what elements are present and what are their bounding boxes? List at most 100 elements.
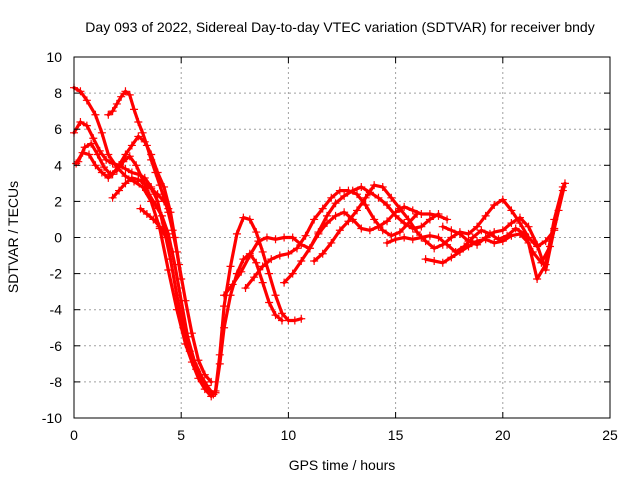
data-point-marker	[168, 247, 177, 256]
data-point-marker	[395, 228, 404, 237]
data-point-marker	[275, 251, 284, 260]
series-line	[76, 142, 215, 397]
data-point-marker	[258, 262, 267, 271]
data-point-marker	[112, 99, 121, 108]
data-point-marker	[383, 201, 392, 210]
data-point-marker	[550, 224, 559, 233]
data-point-marker	[297, 256, 306, 265]
data-point-marker	[200, 370, 209, 379]
data-point-marker	[85, 150, 94, 159]
data-point-marker	[82, 96, 91, 105]
data-point-marker	[490, 228, 499, 237]
data-point-marker	[250, 273, 259, 282]
data-point-marker	[271, 291, 280, 300]
data-point-marker	[408, 235, 417, 244]
data-point-marker	[387, 231, 396, 240]
x-tick-label: 15	[388, 427, 404, 443]
data-point-marker	[277, 316, 286, 325]
data-point-marker	[365, 226, 374, 235]
data-point-marker	[353, 190, 362, 199]
grid-lines	[74, 57, 610, 418]
y-tick-label: -8	[50, 374, 63, 390]
data-point-marker	[290, 316, 299, 325]
data-point-marker	[226, 262, 235, 271]
y-tick-label: 0	[54, 230, 62, 246]
data-point-marker	[327, 238, 336, 247]
x-tick-label: 5	[177, 427, 185, 443]
data-point-marker	[524, 238, 533, 247]
data-point-marker	[288, 233, 297, 242]
series-line	[72, 120, 284, 395]
data-point-marker	[155, 181, 164, 190]
series-track-1	[70, 83, 306, 401]
data-point-marker	[136, 204, 145, 213]
data-point-marker	[151, 201, 160, 210]
data-point-marker	[93, 150, 102, 159]
data-point-marker	[181, 296, 190, 305]
data-point-marker	[149, 215, 158, 224]
data-point-marker	[89, 134, 98, 143]
data-point-marker	[155, 222, 164, 231]
data-point-marker	[271, 311, 280, 320]
data-point-marker	[314, 228, 323, 237]
data-point-marker	[220, 323, 229, 332]
data-point-marker	[374, 193, 383, 202]
series-track-4	[72, 132, 216, 386]
data-point-marker	[430, 244, 439, 253]
data-point-marker	[310, 215, 319, 224]
data-point-marker	[511, 224, 520, 233]
data-point-marker	[434, 210, 443, 219]
data-point-marker	[237, 267, 246, 276]
data-point-marker	[481, 211, 490, 220]
y-axis-label: SDTVAR / TECUs	[5, 181, 21, 293]
data-point-marker	[78, 148, 87, 157]
y-tick-label: 10	[46, 49, 62, 65]
data-point-marker	[147, 184, 156, 193]
data-point-marker	[378, 226, 387, 235]
data-point-marker	[87, 139, 96, 148]
data-point-marker	[335, 226, 344, 235]
data-point-marker	[515, 213, 524, 222]
data-point-marker	[215, 359, 224, 368]
data-point-marker	[277, 309, 286, 318]
data-point-marker	[344, 217, 353, 226]
data-point-marker	[271, 235, 280, 244]
data-point-marker	[252, 258, 261, 267]
series-line	[222, 205, 449, 297]
x-tick-label: 10	[281, 427, 297, 443]
data-point-marker	[262, 233, 271, 242]
data-point-marker	[267, 255, 276, 264]
data-point-marker	[515, 229, 524, 238]
y-tick-label: -2	[50, 266, 63, 282]
data-point-marker	[310, 256, 319, 265]
data-point-marker	[160, 197, 169, 206]
data-point-marker	[468, 233, 477, 242]
series-track-6	[108, 173, 173, 213]
data-point-marker	[524, 222, 533, 231]
data-point-marker	[327, 193, 336, 202]
data-point-marker	[153, 190, 162, 199]
y-tick-label: 6	[54, 121, 62, 137]
data-point-marker	[481, 233, 490, 242]
data-point-marker	[252, 228, 261, 237]
data-point-marker	[370, 215, 379, 224]
data-point-marker	[357, 182, 366, 191]
data-point-marker	[168, 226, 177, 235]
data-point-marker	[125, 152, 134, 161]
data-point-marker	[121, 164, 130, 173]
data-point-marker	[209, 390, 218, 399]
data-point-marker	[438, 258, 447, 267]
data-point-marker	[245, 215, 254, 224]
series-track-9	[241, 186, 422, 293]
data-point-marker	[151, 168, 160, 177]
data-point-marker	[455, 229, 464, 238]
data-point-marker	[202, 381, 211, 390]
data-point-marker	[115, 186, 124, 195]
y-tick-label: -4	[50, 302, 63, 318]
y-tick-label: -6	[50, 338, 63, 354]
data-point-marker	[100, 163, 109, 172]
data-point-marker	[121, 179, 130, 188]
data-point-marker	[183, 332, 192, 341]
data-point-marker	[142, 141, 151, 150]
